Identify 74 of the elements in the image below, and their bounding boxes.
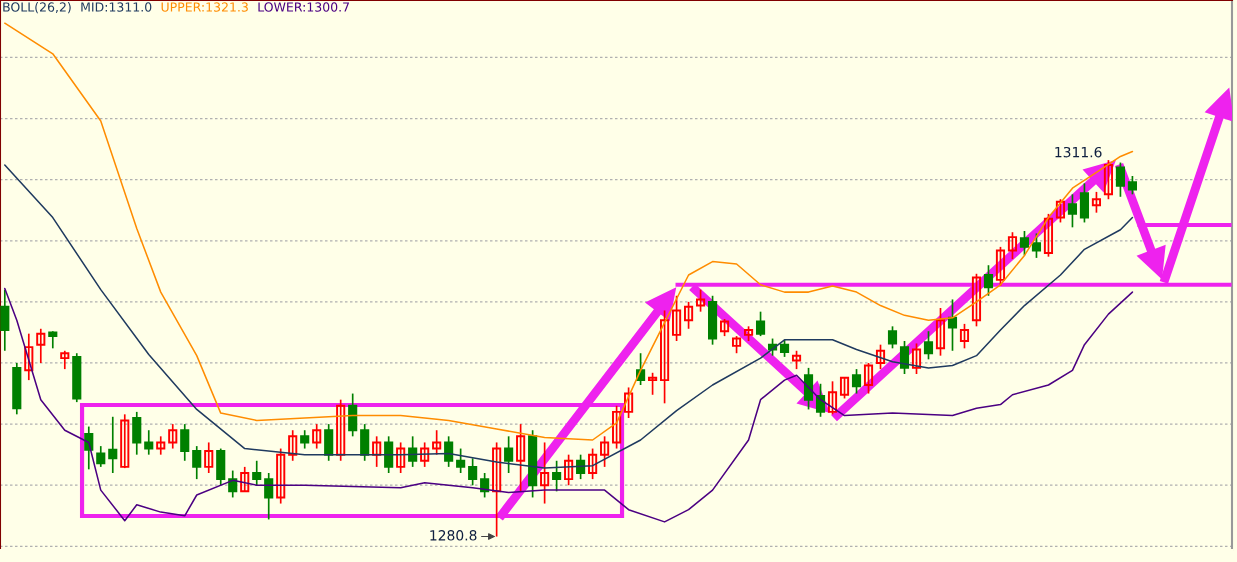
candlestick (971, 272, 982, 328)
candlestick (204, 441, 214, 474)
candlestick (1103, 159, 1114, 201)
candlestick (983, 264, 994, 297)
candlestick (1043, 213, 1054, 258)
candlestick (684, 301, 694, 330)
candlestick (612, 404, 622, 450)
candlestick (252, 459, 262, 487)
candlestick (995, 246, 1006, 287)
candlestick (923, 330, 934, 361)
candlestick (851, 368, 862, 395)
candlestick (911, 342, 922, 375)
text: MID:1311.0 (81, 2, 152, 12)
candlestick (1007, 231, 1018, 260)
candlestick (600, 435, 610, 468)
candlestick (156, 435, 166, 456)
candlestick (336, 398, 346, 462)
candlestick (1019, 230, 1030, 257)
text: UPPER:1321.3 (161, 2, 248, 12)
annotation: 1311.6 (1055, 146, 1102, 158)
candlestick (96, 445, 106, 468)
candlestick (168, 423, 178, 450)
candlestick (1115, 161, 1126, 198)
candlestick (444, 435, 454, 468)
candlestick (1091, 191, 1102, 214)
candlestick (564, 453, 574, 487)
candlestick (863, 362, 874, 395)
candlestick (947, 298, 958, 352)
candlestick (959, 323, 970, 350)
candlestick (432, 429, 442, 456)
candlestick (839, 376, 850, 400)
candlestick (408, 435, 418, 468)
candlestick (24, 332, 34, 381)
candlestick (396, 441, 406, 474)
candlestick (276, 447, 286, 505)
candlestick (1055, 198, 1066, 224)
candlestick (60, 349, 70, 370)
annotation: 1280.8 (430, 530, 477, 541)
candlestick (516, 423, 526, 493)
candlestick (540, 441, 550, 505)
candlestick (648, 371, 658, 396)
candlestick (899, 340, 910, 375)
candlestick (144, 429, 154, 456)
candlestick (372, 435, 382, 468)
candlestick (935, 307, 946, 357)
candlestick (192, 445, 202, 480)
candlestick (1031, 232, 1042, 259)
candlestick (791, 349, 802, 370)
candlestick (456, 447, 466, 474)
candlestick (312, 423, 322, 450)
candlestick (468, 457, 478, 487)
candlestick (696, 288, 706, 313)
candlestick (288, 429, 298, 462)
candlestick (420, 441, 430, 468)
legend-title: BOLL(26,2) (3, 2, 71, 14)
candlestick (624, 386, 634, 419)
candlestick (240, 466, 250, 493)
candlestick (108, 415, 118, 474)
candlestick (36, 327, 46, 364)
candlestick (672, 294, 682, 342)
candlestick (660, 309, 670, 405)
candlestick (1067, 193, 1078, 229)
candlestick (504, 435, 514, 474)
candlestick (887, 325, 898, 350)
text: LOWER:1300.7 (258, 2, 349, 12)
candlestick (755, 310, 766, 337)
candlestick (827, 380, 838, 416)
candlestick (588, 447, 598, 480)
candlestick (120, 413, 130, 469)
candlestick (300, 429, 310, 450)
candlestick (1127, 175, 1137, 196)
candlestick (180, 423, 190, 462)
candlestick (875, 343, 886, 370)
candlestick (0, 288, 10, 352)
